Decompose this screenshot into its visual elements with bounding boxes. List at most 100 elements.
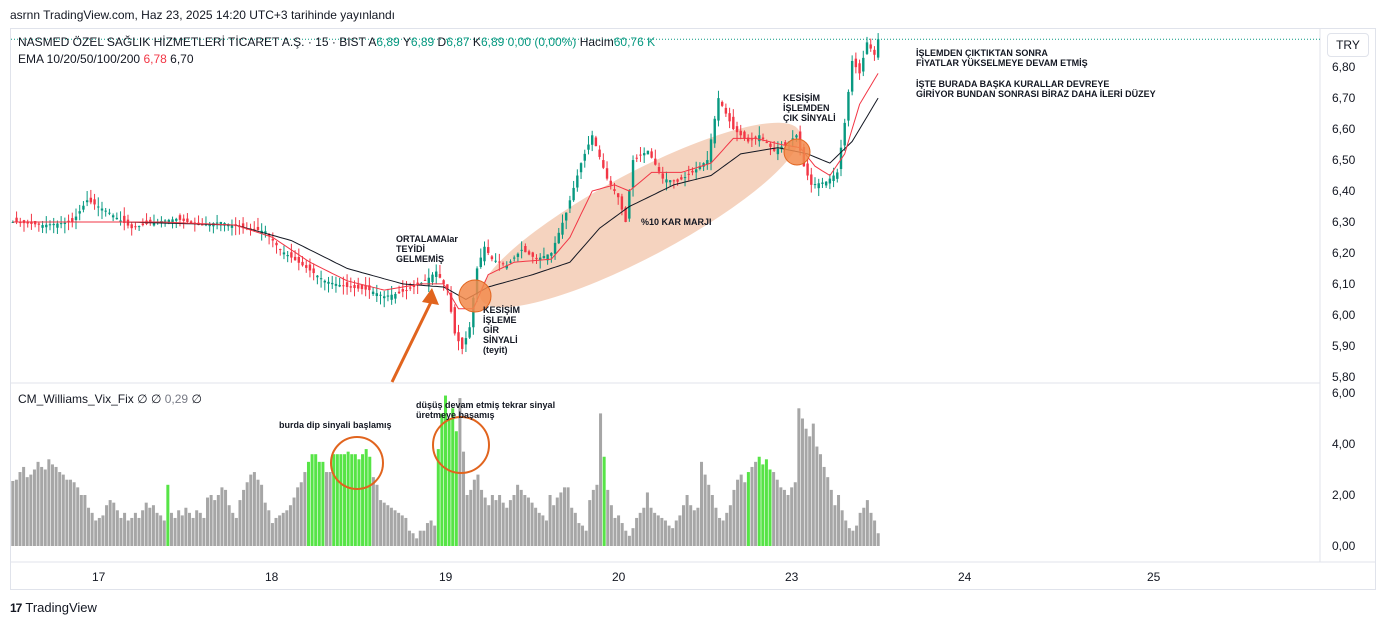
vix-fix-bar (58, 472, 62, 546)
candle-body (178, 215, 182, 220)
candle-body (828, 178, 832, 184)
vix-fix-bar (465, 495, 469, 546)
vix-fix-bar (285, 510, 289, 546)
candle-body (45, 224, 48, 228)
candle-body (494, 260, 497, 262)
vix-fix-bar (101, 515, 105, 546)
vix-fix-bar (278, 515, 282, 546)
vix-fix-bar (198, 512, 202, 546)
vix-fix-bar (234, 517, 238, 546)
vix-fix-bar (797, 408, 801, 546)
vix-fix-bars (11, 395, 880, 546)
vix-fix-bar (108, 500, 112, 546)
candle-body (453, 307, 456, 334)
vix-fix-bar (613, 517, 617, 546)
ema-fast-value: 6,78 (143, 52, 167, 66)
candle-body (115, 217, 119, 220)
candle-body (854, 58, 858, 68)
vix-fix-bar (469, 489, 473, 546)
vix-fix-bar (50, 464, 54, 546)
vix-fix-bar (642, 507, 646, 546)
candle-body (847, 91, 850, 121)
footer[interactable]: 17 TradingView (10, 600, 97, 615)
candle-body (37, 223, 41, 225)
vix-fix-bar (393, 510, 397, 546)
vix-fix-bar (768, 469, 772, 546)
vix-fix-bar (599, 413, 603, 546)
candle-body (171, 219, 174, 224)
vix-fix-bar (224, 489, 228, 546)
vix-fix-bar (736, 479, 740, 546)
indicator-tick-label: 4,00 (1332, 437, 1356, 451)
vix-fix-bar (793, 482, 797, 546)
candle-body (568, 200, 572, 209)
candle-body (134, 226, 137, 228)
vix-fix-bar (757, 456, 761, 546)
note-signal-again: düşüş devam etmiş tekrar sinyal üretmeye… (416, 400, 556, 420)
candle-body (576, 175, 579, 188)
vix-fix-bar (288, 505, 292, 546)
vix-fix-bar (462, 451, 466, 546)
candle-body (342, 285, 345, 287)
vix-fix-bar (595, 484, 599, 546)
vix-fix-bar (202, 517, 206, 546)
currency-button[interactable]: TRY (1327, 33, 1369, 57)
candle-body (63, 222, 67, 224)
candle-body (364, 285, 367, 290)
candle-body (264, 231, 267, 234)
chart-frame (10, 28, 1376, 590)
volume-value: 60,76 K (613, 35, 656, 49)
indicator-legend[interactable]: CM_Williams_Vix_Fix ∅ ∅ 0,29 ∅ (18, 392, 202, 406)
vix-fix-bar (815, 446, 819, 546)
candle-body (553, 242, 557, 254)
candle-body (631, 160, 635, 188)
candle-body (668, 180, 672, 183)
candle-body (442, 280, 445, 284)
vix-fix-bar (339, 454, 343, 546)
vix-fix-bar (764, 459, 768, 546)
candle-body (435, 271, 438, 277)
candle-body (750, 139, 754, 141)
vix-fix-bar (133, 512, 137, 546)
candle-body (93, 199, 96, 205)
vix-fix-bar (325, 472, 329, 546)
vix-fix-bar (754, 461, 758, 546)
vix-fix-bar (649, 507, 653, 546)
candle-body (795, 135, 798, 138)
vix-fix-bar (148, 507, 152, 546)
candle-body (487, 247, 490, 253)
candle-body (167, 219, 171, 223)
indicator-tick-label: 0,00 (1332, 539, 1356, 553)
vix-fix-bar (606, 489, 610, 546)
ema-legend[interactable]: EMA 10/20/50/100/200 6,78 6,70 (18, 52, 194, 66)
symbol-title[interactable]: NASMED ÖZEL SAĞLIK HİZMETLERİ TİCARET A.… (18, 35, 366, 49)
candle-body (409, 287, 412, 289)
candle-body (323, 280, 327, 283)
vix-fix-bar (216, 495, 220, 546)
candle-body (620, 196, 624, 210)
candle-body (438, 274, 442, 278)
candle-body (293, 256, 297, 261)
vix-fix-bar (90, 512, 94, 546)
ema-label: EMA 10/20/50/100/200 (18, 52, 141, 66)
candle-body (513, 257, 516, 259)
vix-fix-bar (379, 500, 383, 546)
time-tick-label: 19 (439, 570, 453, 584)
candle-body (375, 293, 378, 297)
candle-body (546, 254, 549, 261)
vix-fix-bar (79, 495, 83, 546)
candle-body (739, 130, 742, 136)
vix-fix-bar (829, 489, 833, 546)
vix-fix-bar (570, 507, 574, 546)
vix-fix-bar (443, 395, 448, 546)
candle-body (386, 295, 390, 297)
candle-body (100, 208, 104, 211)
vix-fix-bar (645, 492, 649, 546)
candle-body (602, 160, 605, 168)
vix-fix-bar (310, 454, 314, 546)
vix-fix-bar (454, 431, 458, 546)
tradingview-logo-icon: 17 (10, 600, 22, 615)
candle-body (279, 249, 282, 251)
vix-fix-bar (368, 456, 372, 546)
